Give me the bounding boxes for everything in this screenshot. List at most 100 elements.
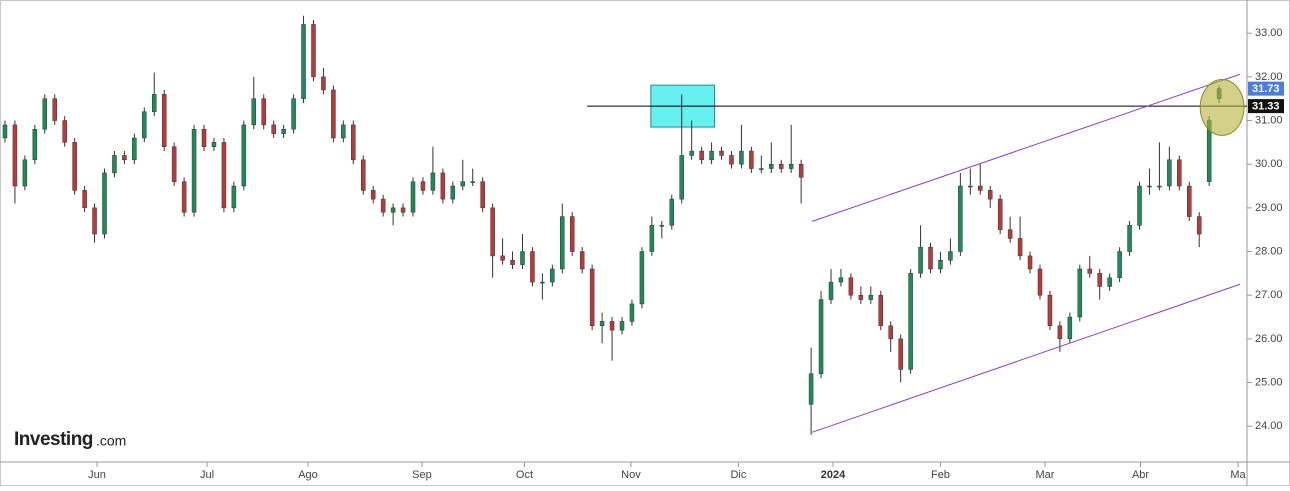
candle-body xyxy=(1187,185,1192,217)
candle-body xyxy=(500,255,505,261)
x-tick-label: Dic xyxy=(730,469,746,481)
candle-body xyxy=(52,98,57,121)
candle-body xyxy=(1137,185,1142,226)
candle-body xyxy=(769,163,774,169)
candle-body xyxy=(699,150,704,161)
candle-body xyxy=(609,321,615,331)
candle-body xyxy=(380,198,386,213)
candle-body xyxy=(1157,185,1162,188)
candle-body xyxy=(838,277,844,283)
x-tick-label: Ago xyxy=(298,469,318,481)
x-tick-label: Nov xyxy=(621,469,641,481)
y-tick-label: 26.00 xyxy=(1255,333,1283,345)
candle-body xyxy=(898,338,903,370)
candle-body xyxy=(161,94,167,147)
candle-body xyxy=(301,24,306,99)
candle-body xyxy=(808,373,814,405)
candle-body xyxy=(22,159,28,187)
candle-body xyxy=(629,303,635,322)
candle-body xyxy=(1077,268,1083,318)
candle-body xyxy=(241,124,247,187)
candle-body xyxy=(1027,255,1033,270)
candle-body xyxy=(689,150,694,156)
candle-body xyxy=(420,181,426,191)
candle-body xyxy=(1087,268,1092,274)
candle-body xyxy=(470,181,475,183)
channel-line xyxy=(811,283,1241,433)
candle-body xyxy=(211,142,217,147)
candle-body xyxy=(669,198,675,226)
candle-body xyxy=(1007,229,1013,239)
candle-body xyxy=(1117,251,1122,278)
candle-body xyxy=(281,129,286,134)
candle-body xyxy=(410,181,416,213)
candle-body xyxy=(709,150,714,161)
candle-body xyxy=(928,246,933,270)
logo-brand: Investing xyxy=(14,429,93,450)
x-tick-label: Ma xyxy=(1230,469,1246,481)
candle-body xyxy=(918,246,923,274)
candle-body xyxy=(759,168,764,170)
candle-body xyxy=(968,185,973,188)
candle-body xyxy=(987,190,993,200)
candle-body xyxy=(221,142,227,209)
candle-body xyxy=(1047,294,1053,327)
y-tick-label: 28.00 xyxy=(1255,245,1283,257)
candle-body xyxy=(619,321,625,331)
candle-body xyxy=(82,190,87,209)
candle-body xyxy=(122,155,127,161)
candle-body xyxy=(818,299,824,375)
candle-body xyxy=(261,98,266,126)
x-tick-label: 2024 xyxy=(821,469,846,481)
x-tick-label: Abr xyxy=(1132,469,1149,481)
candle-body xyxy=(390,207,396,213)
logo-suffix: .com xyxy=(96,433,126,449)
candle-body xyxy=(788,163,794,169)
candle-body xyxy=(649,225,655,252)
candle-body xyxy=(102,172,107,235)
x-tick-label: Sep xyxy=(412,469,432,481)
candle-body xyxy=(450,185,456,200)
candle-body xyxy=(778,163,784,169)
candle-body xyxy=(440,172,446,200)
candle-body xyxy=(460,181,466,187)
candle-body xyxy=(550,268,555,283)
candle-body xyxy=(2,124,8,139)
candle-body xyxy=(331,89,336,139)
candle-body xyxy=(1177,159,1182,187)
candle-body xyxy=(72,142,77,191)
candle-body xyxy=(729,155,734,165)
candle-body xyxy=(739,150,744,165)
candle-body xyxy=(719,150,724,156)
channel-line xyxy=(811,73,1241,222)
candle-body xyxy=(828,281,834,300)
y-tick-label: 29.00 xyxy=(1255,202,1283,214)
candle-body xyxy=(858,294,864,300)
candle-body xyxy=(848,277,854,296)
y-tick-label: 31.00 xyxy=(1255,114,1283,126)
candle-body xyxy=(112,155,117,174)
candle-body xyxy=(908,273,913,370)
price-label-box xyxy=(1248,99,1284,114)
candle-body xyxy=(231,185,237,209)
candle-body xyxy=(948,251,953,261)
candle-body xyxy=(958,185,963,252)
candle-body xyxy=(142,111,147,139)
candle-body xyxy=(400,207,406,213)
y-tick-label: 27.00 xyxy=(1255,289,1283,301)
x-tick-label: Oct xyxy=(516,469,533,481)
candle-body xyxy=(1147,185,1152,188)
candle-body xyxy=(1037,268,1043,296)
candle-body xyxy=(997,198,1003,230)
candle-body xyxy=(271,124,276,134)
candle-body xyxy=(341,124,346,139)
price-label-box xyxy=(1248,81,1284,96)
y-tick-label: 32.00 xyxy=(1255,71,1283,83)
candle-body xyxy=(579,251,585,270)
candle-body xyxy=(749,150,754,169)
candle-body xyxy=(201,129,207,147)
candle-body xyxy=(1017,238,1023,257)
candle-body xyxy=(480,181,485,209)
